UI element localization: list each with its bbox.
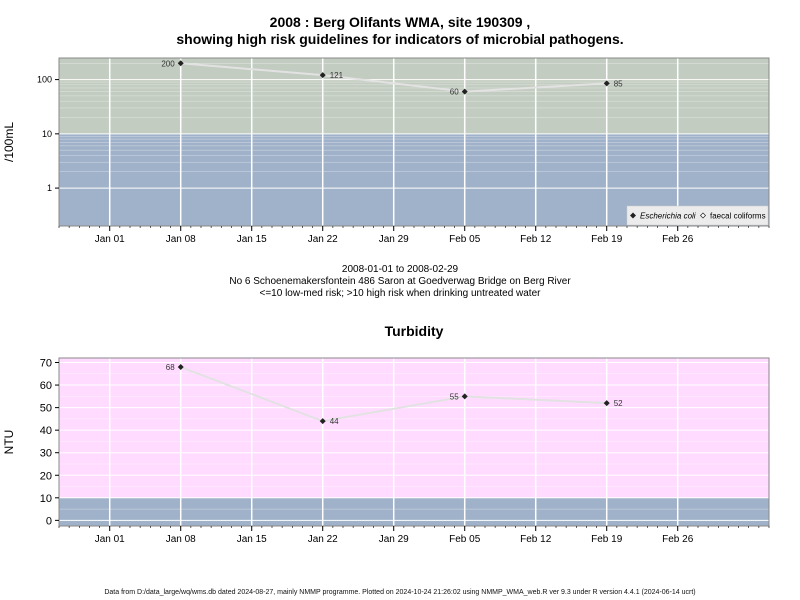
risk-band-1 — [59, 497, 769, 526]
turbidity-title: Turbidity — [384, 323, 444, 339]
data-label: 60 — [450, 88, 459, 97]
data-label: 85 — [614, 79, 623, 88]
x-tick-label: Jan 29 — [379, 534, 409, 545]
x-tick-label: Jan 15 — [237, 534, 267, 545]
x-tick-label: Jan 22 — [308, 234, 338, 245]
y-tick-label: 20 — [40, 470, 52, 482]
x-tick-label: Jan 22 — [308, 534, 338, 545]
risk-band-2 — [59, 358, 769, 498]
chart-1-group — [55, 57, 770, 231]
x-tick-label: Jan 29 — [379, 234, 409, 245]
y-tick-label: 0 — [46, 515, 52, 527]
series-line — [180, 366, 607, 423]
x-tick-label: Feb 26 — [662, 534, 694, 545]
x-tick-label: Jan 15 — [237, 234, 267, 245]
y-tick-label: 10 — [40, 493, 52, 505]
data-point — [603, 80, 610, 87]
data-point — [461, 88, 468, 95]
data-point — [177, 364, 184, 371]
data-label: 55 — [450, 392, 459, 401]
y-tick-label: 40 — [40, 425, 52, 437]
date-range-text: 2008-01-01 to 2008-02-29 — [341, 264, 459, 275]
x-tick-label: Feb 19 — [591, 534, 623, 545]
data-point — [461, 393, 468, 400]
data-label: 200 — [161, 59, 175, 68]
x-tick-label: Feb 05 — [449, 534, 481, 545]
legend-entry-label: faecal coliforms — [710, 212, 766, 221]
y-tick-label: 50 — [40, 403, 52, 415]
series-line — [180, 62, 607, 93]
data-label: 52 — [614, 399, 623, 408]
x-tick-label: Feb 19 — [591, 234, 623, 245]
y-axis-label: NTU — [2, 430, 16, 455]
x-tick-label: Feb 05 — [449, 234, 481, 245]
y-tick-label: 1 — [47, 183, 52, 193]
x-tick-label: Jan 08 — [166, 534, 196, 545]
y-axis-label: /100mL — [2, 122, 16, 162]
data-point — [177, 60, 184, 67]
legend-box — [626, 205, 769, 226]
x-tick-label: Feb 26 — [662, 234, 694, 245]
y-tick-label: 60 — [40, 380, 52, 392]
data-label: 121 — [330, 71, 344, 80]
chart-title-line2: showing high risk guidelines for indicat… — [176, 31, 624, 47]
data-point — [319, 418, 326, 425]
data-point — [319, 72, 326, 79]
x-tick-label: Jan 01 — [95, 234, 125, 245]
data-label: 44 — [330, 417, 339, 426]
y-tick-label: 100 — [37, 75, 52, 85]
legend-marker — [630, 212, 636, 219]
x-tick-label: Jan 08 — [166, 234, 196, 245]
y-tick-label: 10 — [42, 129, 52, 139]
y-tick-label: 30 — [40, 448, 52, 460]
footer-note: Data from D:/data_large/wq/wms.db dated … — [104, 589, 696, 596]
x-tick-label: Feb 12 — [520, 234, 552, 245]
legend-marker — [700, 212, 706, 219]
data-point — [603, 400, 610, 407]
y-tick-label: 70 — [40, 358, 52, 370]
x-tick-label: Jan 01 — [95, 534, 125, 545]
site-description-text: No 6 Schoenemakersfontein 486 Saron at G… — [229, 276, 571, 287]
legend-entry-label: Escherichia coli — [640, 212, 696, 221]
data-label: 68 — [166, 363, 175, 372]
chart-2-group — [55, 357, 770, 531]
x-tick-label: Feb 12 — [520, 534, 552, 545]
chart-title-line1: 2008 : Berg Olifants WMA, site 190309 , — [269, 14, 531, 30]
risk-note-text: <=10 low-med risk; >10 high risk when dr… — [259, 288, 541, 299]
